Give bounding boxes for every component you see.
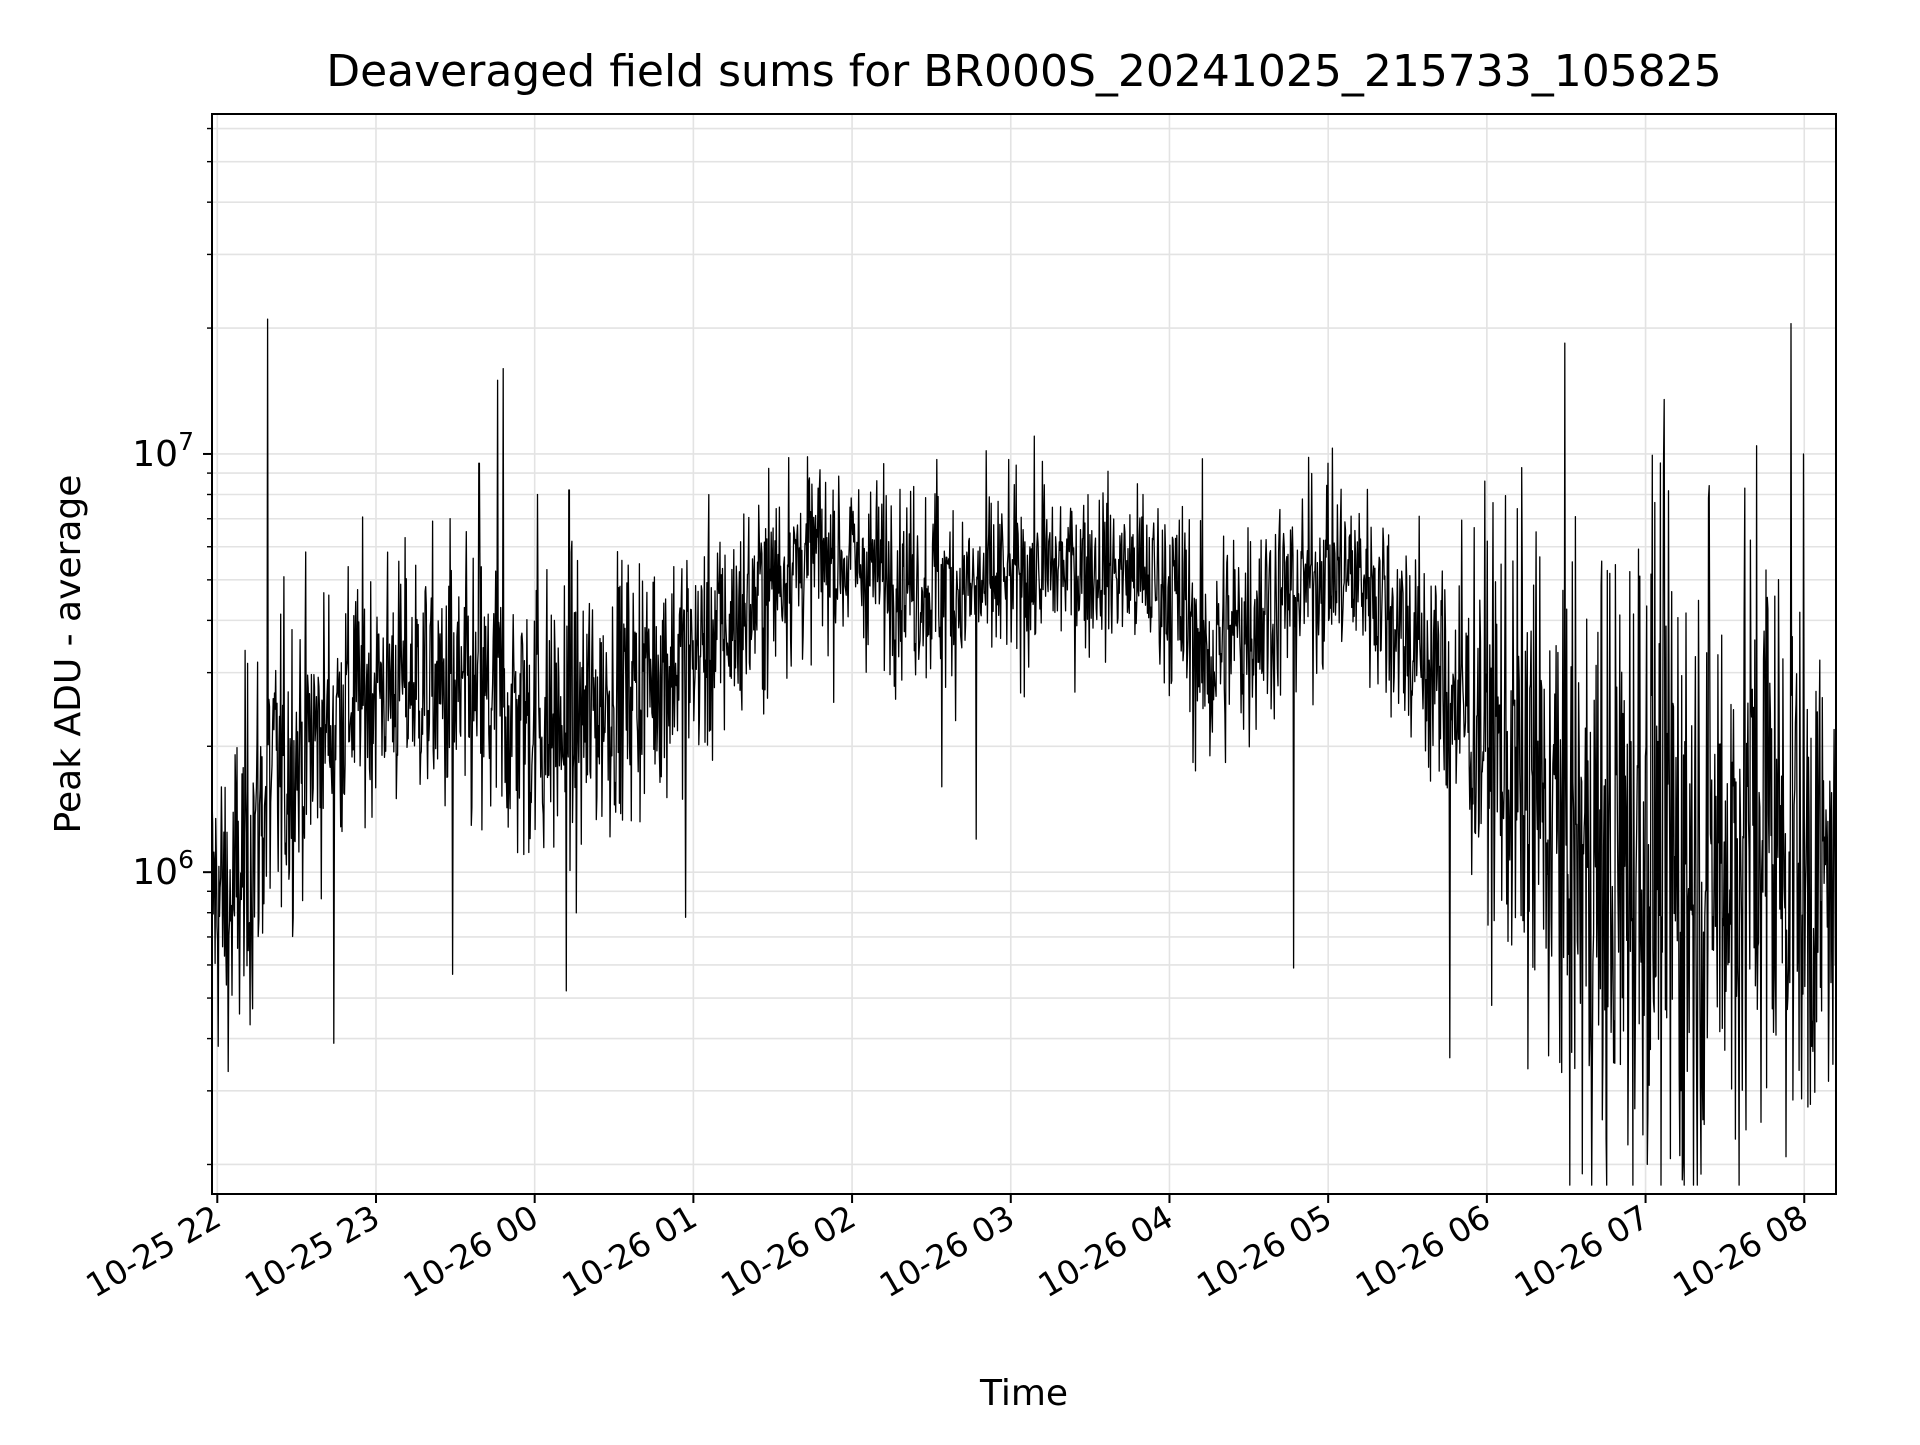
chart-title: Deaveraged field sums for BR000S_2024102… [326,46,1722,97]
series-line [211,318,1837,1186]
y-tick-label: 107 [132,427,194,475]
plot-frame [211,113,1837,1195]
y-tick-label: 106 [132,845,194,893]
y-axis-label: Peak ADU - average [48,475,89,834]
data-series [211,318,1837,1186]
x-axis-label: Time [979,1373,1068,1414]
